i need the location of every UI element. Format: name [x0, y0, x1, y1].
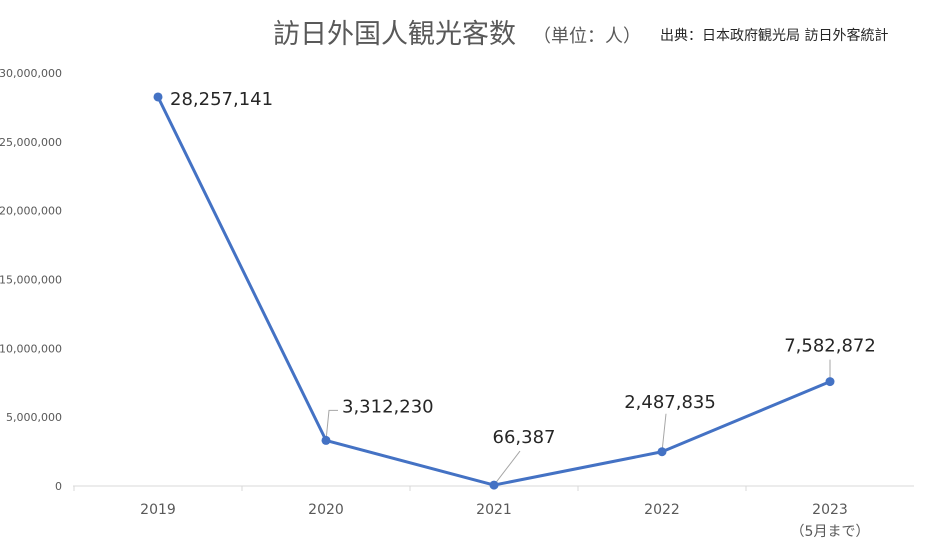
y-tick-label: 5,000,000 — [6, 411, 62, 424]
data-label: 2,487,835 — [624, 392, 716, 413]
unit-label: （単位：人） — [533, 26, 641, 47]
label-leader-lines — [325, 359, 831, 486]
data-point-2019 — [153, 92, 163, 102]
x-tick-label: 2020 — [308, 502, 344, 518]
data-points — [153, 92, 835, 490]
y-axis-ticks: 0 5,000,000 10,000,000 15,000,000 20,000,000… — [0, 67, 62, 493]
x-tick-note: （5月まで） — [791, 524, 870, 540]
data-label: 3,312,230 — [342, 396, 434, 417]
x-tick-label: 2022 — [644, 502, 680, 518]
leader-line — [661, 413, 667, 452]
y-tick-label: 15,000,000 — [0, 274, 62, 287]
y-tick-label: 20,000,000 — [0, 205, 62, 218]
leader-line — [325, 409, 338, 441]
y-tick-label: 30,000,000 — [0, 67, 62, 80]
data-label: 28,257,141 — [170, 89, 273, 110]
data-point-2022 — [657, 447, 667, 457]
data-point-2020 — [321, 435, 331, 445]
data-label: 66,387 — [493, 427, 556, 448]
y-tick-label: 25,000,000 — [0, 136, 62, 149]
x-axis-ticks: 2019 2020 2021 2022 2023 （5月まで） — [73, 486, 870, 540]
chart-title: 訪日外国人観光客数 — [273, 19, 516, 50]
x-tick-label: 2023 — [812, 502, 848, 518]
x-tick-label: 2019 — [140, 502, 176, 518]
data-point-2023 — [825, 377, 835, 387]
data-labels: 28,257,141 3,312,230 66,387 2,487,835 7,582,… — [170, 89, 876, 448]
data-label: 7,582,872 — [784, 336, 876, 357]
y-tick-label: 10,000,000 — [0, 342, 62, 355]
leader-line — [493, 450, 521, 486]
data-point-2021 — [489, 480, 499, 490]
source-note: 出典：日本政府観光局 訪日外客統計 — [660, 27, 888, 44]
x-tick-label: 2021 — [476, 502, 512, 518]
y-tick-label: 0 — [55, 480, 62, 493]
